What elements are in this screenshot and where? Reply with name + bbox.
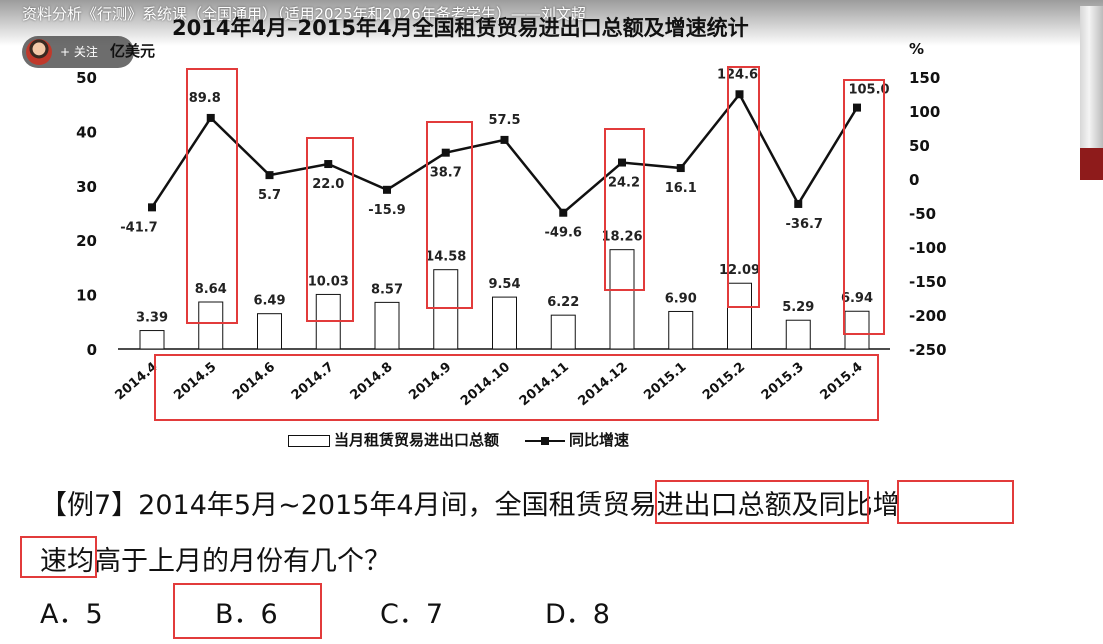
legend-line-label: 同比增速	[569, 431, 630, 449]
option-c[interactable]: C．7	[380, 599, 444, 630]
chart-plot: 0 10 20 30 40 50 -250 -200 -150 -100 -50 0 50 100 150 3…	[76, 67, 947, 409]
growth-value-label: 38.7	[430, 166, 462, 181]
highlight-box-2015-2	[727, 66, 760, 308]
answer-options: A．5 B．6 C．7 D．8	[40, 592, 610, 631]
bar-value-label: 12.09	[719, 263, 760, 278]
growth-value-label: 24.2	[608, 176, 640, 191]
growth-marker	[265, 171, 274, 180]
growth-value-label: 57.5	[488, 113, 520, 128]
growth-marker	[676, 164, 685, 173]
bar-value-label: 5.29	[782, 300, 814, 315]
bar-2014.10	[492, 296, 517, 350]
highlight-box-2014-7	[306, 137, 354, 322]
follow-button[interactable]: + 关注	[60, 45, 98, 59]
bar-2015.3	[785, 319, 811, 350]
growth-value-label: 89.8	[189, 91, 221, 106]
y-left-tick-label: 30	[76, 178, 97, 196]
y-right-tick-label: -150	[909, 273, 947, 291]
bar-value-label: 18.26	[601, 230, 642, 245]
bar-value-label: 6.49	[253, 294, 285, 309]
highlight-box-growth-rate	[897, 480, 1014, 524]
y-left-tick-label: 50	[76, 69, 97, 87]
bar-value-label: 3.39	[136, 311, 168, 326]
legend-line-swatch	[525, 436, 566, 445]
streamer-badge[interactable]: + 关注	[22, 36, 134, 68]
bar-2014.8	[374, 301, 400, 350]
growth-value-label: -41.7	[120, 220, 157, 235]
highlight-box-both	[20, 536, 97, 578]
bar-value-label: 14.58	[425, 250, 466, 265]
growth-marker	[853, 103, 861, 112]
side-video-thumbnail	[1080, 6, 1103, 180]
bar-2014.5	[198, 301, 224, 350]
growth-marker	[559, 208, 568, 217]
bar-value-label: 6.94	[841, 291, 873, 306]
y-right-tick-label: 50	[909, 137, 930, 155]
highlight-box-option-b	[173, 583, 322, 639]
growth-value-label: 16.1	[665, 181, 697, 196]
bar-2014.6	[257, 313, 282, 350]
video-top-bar	[0, 0, 1103, 46]
option-a[interactable]: A．5	[40, 599, 103, 630]
y-right-tick-label: 100	[909, 103, 940, 121]
y-left-tick-label: 20	[76, 232, 97, 250]
y-right-tick-label: -200	[909, 307, 947, 325]
bar-2015.4	[844, 310, 870, 350]
highlight-box-2014-9	[426, 121, 473, 309]
y-right-tick-label: -100	[909, 239, 947, 257]
y-right-tick-label: 150	[909, 69, 940, 87]
y-left-tick-label: 0	[87, 341, 97, 359]
y-right-tick-label: 0	[909, 171, 919, 189]
bar-value-label: 9.54	[488, 277, 520, 292]
growth-value-label: -49.6	[545, 226, 582, 241]
left-axis-unit: 亿美元	[110, 42, 156, 60]
y-right-tick-label: -250	[909, 341, 947, 359]
bar-value-label: 6.90	[665, 291, 697, 306]
chart-title: 2014年4月–2015年4月全国租赁贸易进出口总额及增速统计	[172, 16, 749, 40]
growth-marker	[324, 160, 333, 169]
right-axis-unit: %	[909, 40, 925, 58]
legend-bar-label: 当月租赁贸易进出口总额	[334, 431, 500, 449]
y-left-tick-label: 10	[76, 287, 97, 305]
growth-value-label: 22.0	[312, 177, 344, 192]
bar-2015.1	[668, 310, 694, 350]
growth-marker	[441, 148, 450, 157]
bar-2014.11	[550, 314, 576, 350]
highlight-box-x-axis	[154, 354, 879, 421]
bar-2014.12	[609, 249, 635, 350]
growth-marker	[206, 113, 215, 122]
video-title: 资料分析《行测》系统课（全国通用）（适用2025年和2026年备考学生）——刘文…	[22, 5, 586, 23]
bar-2014.9	[433, 269, 459, 350]
question-line-1: 【例7】2014年5月~2015年4月间，全国租赁贸易进出口总额及同比增	[40, 490, 900, 521]
question-text: 【例7】2014年5月~2015年4月间，全国租赁贸易进出口总额及同比增 速均高…	[40, 478, 1040, 590]
legend-bar-swatch	[288, 434, 330, 447]
growth-value-label: 5.7	[258, 188, 281, 203]
highlight-box-2015-4	[843, 79, 885, 335]
bar-value-label: 8.57	[371, 282, 403, 297]
highlight-box-2014-5	[186, 68, 238, 324]
growth-marker	[148, 203, 156, 212]
chart-legend: 当月租赁贸易进出口总额 同比增速	[288, 429, 629, 450]
option-b[interactable]: B．6	[215, 599, 278, 630]
growth-value-label: 105.0	[848, 83, 889, 98]
avatar[interactable]	[26, 39, 52, 65]
bar-value-label: 10.03	[308, 274, 349, 289]
y-left-tick-label: 40	[76, 123, 97, 141]
question-line-2: 速均高于上月的月份有几个？	[40, 546, 391, 577]
bar-value-label: 6.22	[547, 295, 579, 310]
growth-value-label: -36.7	[786, 217, 823, 232]
bar-2014.4	[139, 330, 165, 350]
bar-value-label: 8.64	[195, 282, 227, 297]
growth-marker	[618, 158, 626, 167]
bar-2015.2	[727, 282, 752, 350]
growth-marker	[500, 135, 509, 144]
highlight-box-2014-12	[604, 128, 645, 291]
option-d[interactable]: D．8	[545, 599, 610, 630]
growth-marker	[794, 199, 803, 208]
growth-marker	[735, 90, 744, 99]
growth-marker	[383, 185, 391, 194]
y-right-tick-label: -50	[909, 205, 936, 223]
growth-value-label: -15.9	[368, 203, 405, 218]
highlight-box-total-amount	[655, 480, 869, 524]
